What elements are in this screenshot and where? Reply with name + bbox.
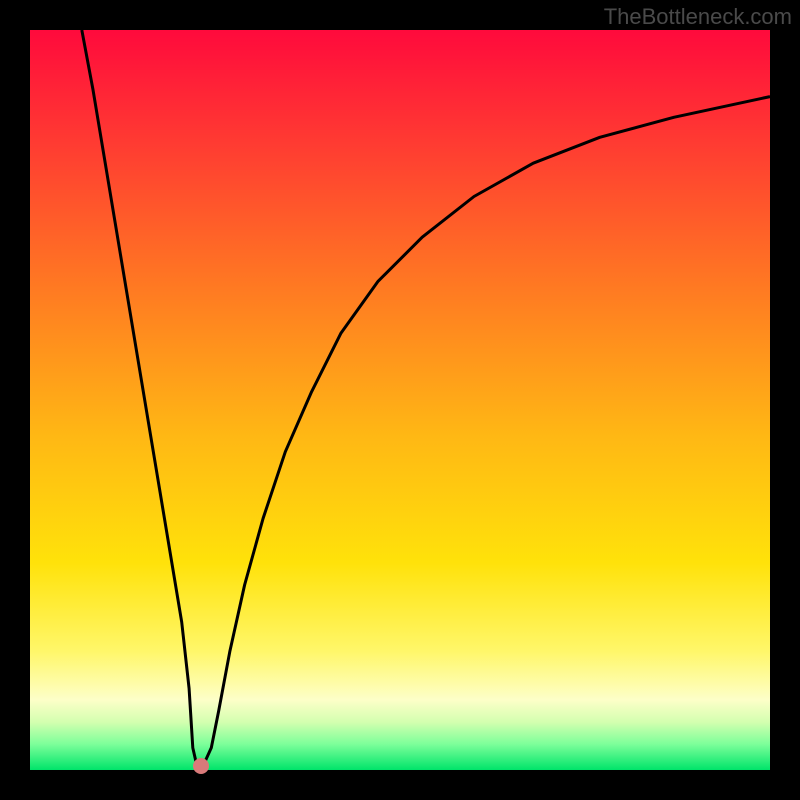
- plot-area: [30, 30, 770, 770]
- bottleneck-curve: [82, 30, 770, 764]
- watermark-text: TheBottleneck.com: [604, 4, 792, 30]
- curve-layer: [30, 30, 770, 770]
- optimal-marker: [193, 758, 209, 774]
- chart-container: TheBottleneck.com: [0, 0, 800, 800]
